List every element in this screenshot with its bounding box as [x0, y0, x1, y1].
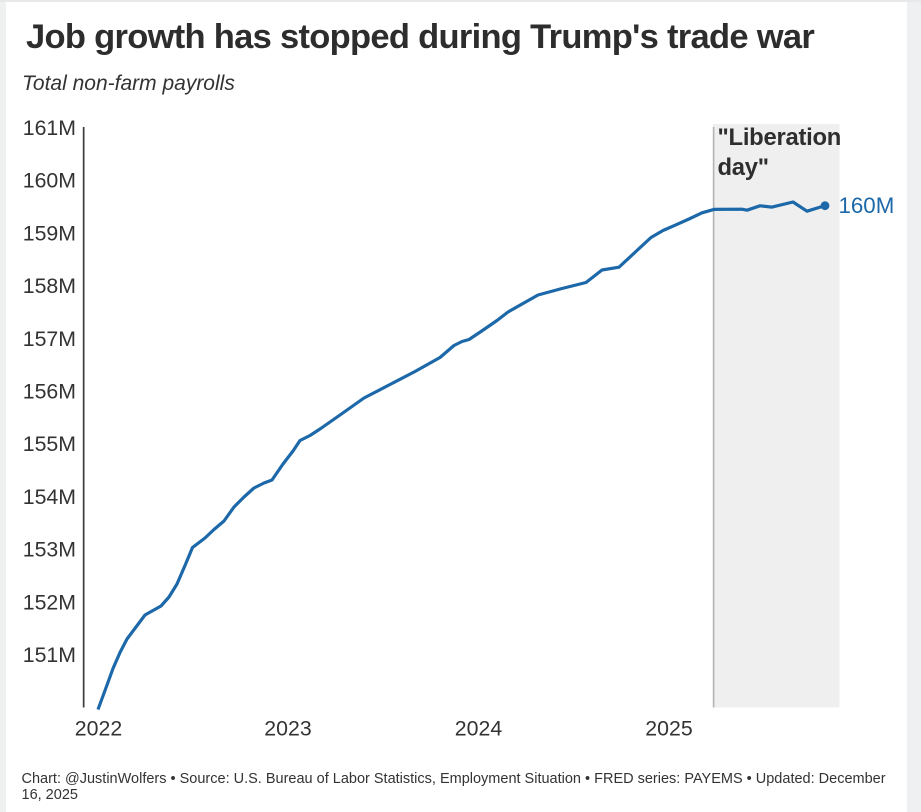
- svg-text:156M: 156M: [23, 380, 76, 404]
- svg-text:158M: 158M: [23, 274, 76, 298]
- svg-text:2025: 2025: [645, 717, 692, 741]
- svg-text:2024: 2024: [455, 717, 503, 741]
- svg-text:160M: 160M: [23, 169, 76, 193]
- svg-text:2023: 2023: [264, 717, 311, 741]
- svg-text:2022: 2022: [75, 717, 122, 741]
- svg-text:"Liberation: "Liberation: [718, 124, 842, 151]
- svg-text:161M: 161M: [23, 116, 76, 140]
- svg-text:159M: 159M: [23, 221, 76, 245]
- svg-text:157M: 157M: [23, 327, 76, 351]
- svg-text:160M: 160M: [839, 193, 895, 218]
- svg-text:152M: 152M: [23, 590, 76, 614]
- svg-text:Chart: @JustinWolfers • Source: Chart: @JustinWolfers • Source: U.S. Bur…: [22, 771, 886, 787]
- svg-text:154M: 154M: [23, 485, 76, 509]
- svg-text:day": day": [718, 154, 769, 181]
- svg-text:Total non-farm payrolls: Total non-farm payrolls: [22, 72, 235, 95]
- svg-text:153M: 153M: [23, 538, 76, 562]
- svg-text:16, 2025: 16, 2025: [22, 787, 78, 803]
- svg-text:Job growth has stopped during: Job growth has stopped during Trump's tr…: [26, 18, 814, 56]
- svg-text:155M: 155M: [23, 432, 76, 456]
- svg-text:151M: 151M: [23, 643, 76, 667]
